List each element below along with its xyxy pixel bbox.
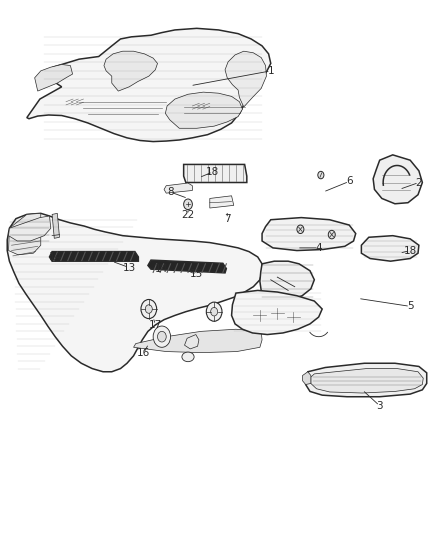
Text: 5: 5 xyxy=(407,301,413,311)
Polygon shape xyxy=(9,216,51,241)
Polygon shape xyxy=(49,252,139,261)
Polygon shape xyxy=(7,213,262,372)
Polygon shape xyxy=(302,372,311,384)
Text: 17: 17 xyxy=(149,320,162,330)
Polygon shape xyxy=(104,51,157,91)
Text: 18: 18 xyxy=(403,246,417,255)
Polygon shape xyxy=(52,213,59,238)
Polygon shape xyxy=(262,217,356,251)
Circle shape xyxy=(206,302,222,321)
Text: 8: 8 xyxy=(167,187,174,197)
Polygon shape xyxy=(361,236,419,261)
Circle shape xyxy=(328,230,335,239)
Circle shape xyxy=(297,225,304,233)
Polygon shape xyxy=(184,165,247,182)
Text: 14: 14 xyxy=(154,264,168,274)
Polygon shape xyxy=(35,64,73,91)
Polygon shape xyxy=(148,260,226,273)
Polygon shape xyxy=(9,213,41,255)
Polygon shape xyxy=(164,183,192,193)
Circle shape xyxy=(318,171,324,179)
Circle shape xyxy=(141,300,156,319)
Circle shape xyxy=(157,332,166,342)
Polygon shape xyxy=(260,261,314,301)
Polygon shape xyxy=(232,290,322,335)
Polygon shape xyxy=(373,155,423,204)
Polygon shape xyxy=(225,51,267,107)
Text: 2: 2 xyxy=(416,177,422,188)
Text: 15: 15 xyxy=(190,270,203,279)
Text: 1: 1 xyxy=(267,66,274,76)
Text: 16: 16 xyxy=(137,348,150,358)
Ellipse shape xyxy=(182,352,194,362)
Polygon shape xyxy=(210,196,234,208)
Polygon shape xyxy=(27,28,271,142)
Polygon shape xyxy=(134,329,262,353)
Circle shape xyxy=(184,199,192,209)
Circle shape xyxy=(211,308,218,316)
Polygon shape xyxy=(311,368,423,393)
Text: 3: 3 xyxy=(376,401,383,411)
Text: 13: 13 xyxy=(122,263,136,272)
Polygon shape xyxy=(305,364,427,397)
Circle shape xyxy=(153,326,170,348)
Text: 7: 7 xyxy=(224,214,231,224)
Text: 18: 18 xyxy=(206,167,219,177)
Text: 14: 14 xyxy=(49,253,62,262)
Polygon shape xyxy=(165,92,243,128)
Circle shape xyxy=(146,305,152,313)
Text: 6: 6 xyxy=(346,176,353,187)
Text: 22: 22 xyxy=(181,210,194,220)
Polygon shape xyxy=(184,335,199,349)
Text: 4: 4 xyxy=(316,243,322,253)
